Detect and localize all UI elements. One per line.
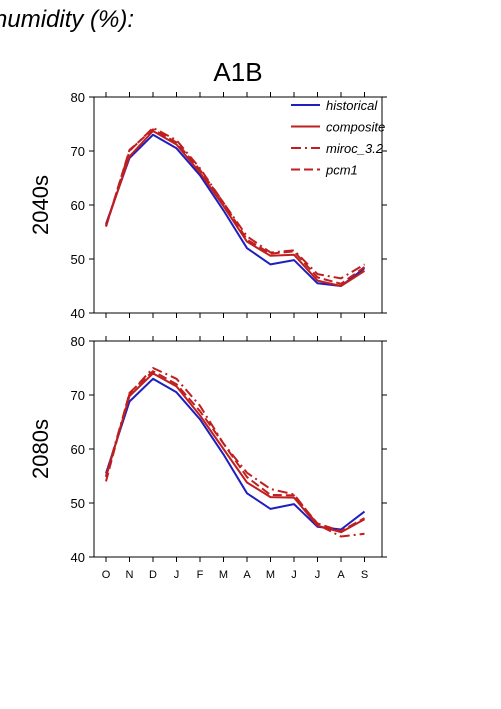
series-line-pcm1 [105, 128, 366, 285]
y-tick-label: 40 [71, 550, 85, 565]
y-tick-label: 80 [71, 334, 85, 349]
x-tick-label: O [102, 569, 111, 581]
plot-frame [93, 340, 383, 558]
x-tick-label: A [243, 569, 251, 581]
y-tick-label: 40 [71, 306, 85, 321]
panel-2080s: 40 50 60 70 80 2080s [28, 334, 387, 565]
x-tick-label: J [291, 569, 297, 581]
y-tick-label: 70 [71, 388, 85, 403]
x-tick-label: M [266, 569, 275, 581]
series-line-miroc [105, 367, 365, 538]
panel-2040s: 40 50 60 70 80 2040s historical composite miroc_… [28, 90, 387, 321]
y-tick-label: 70 [71, 144, 85, 159]
series-line-composite [105, 130, 366, 287]
x-tick-label: J [174, 569, 180, 581]
x-tick-label: S [361, 569, 368, 581]
legend-label-miroc: miroc_3.2 [326, 141, 384, 156]
row-label: 2040s [28, 175, 53, 235]
x-tick-label: D [149, 569, 157, 581]
series-line-historical [105, 133, 366, 287]
scenario-title: A1B [213, 57, 262, 87]
legend: historical composite miroc_3.2 pcm1 [291, 98, 385, 178]
y-tick-label: 60 [71, 198, 85, 213]
x-tick-label: N [126, 569, 134, 581]
x-tick-label: A [337, 569, 345, 581]
series-line-composite [105, 372, 365, 534]
x-tick-label: M [219, 569, 228, 581]
y-tick-label: 50 [71, 252, 85, 267]
x-tick-label: J [315, 569, 321, 581]
legend-label-historical: historical [326, 98, 378, 113]
legend-label-pcm1: pcm1 [325, 163, 358, 178]
y-tick-label: 50 [71, 496, 85, 511]
x-tick-label: F [197, 569, 204, 581]
series-line-historical [105, 377, 366, 531]
panels: 40 50 60 70 80 2040s historical composite miroc_… [28, 90, 387, 581]
y-tick-label: 80 [71, 90, 85, 105]
y-tick-label: 60 [71, 442, 85, 457]
legend-label-composite: composite [326, 120, 385, 135]
series-line-pcm1 [105, 370, 365, 533]
row-label: 2080s [28, 419, 53, 479]
figure-heading: humidity (%): [0, 6, 134, 33]
